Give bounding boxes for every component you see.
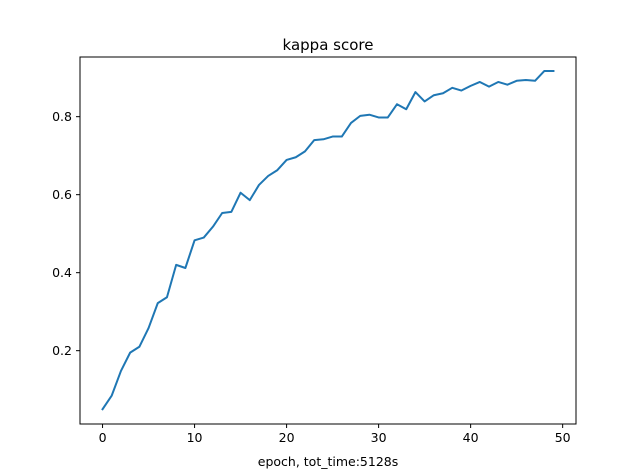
y-tick-label: 0.4 xyxy=(52,265,72,280)
y-tick-label: 0.6 xyxy=(52,187,72,202)
x-tick-label: 40 xyxy=(463,430,479,445)
x-tick-label: 50 xyxy=(555,430,571,445)
chart-title: kappa score xyxy=(283,36,374,54)
x-tick-label: 20 xyxy=(279,430,295,445)
x-tick-label: 0 xyxy=(99,430,107,445)
x-tick-label: 30 xyxy=(371,430,387,445)
series-layer xyxy=(101,70,555,411)
x-tick-label: 10 xyxy=(187,430,203,445)
x-axis-ticks: 0 10 20 30 40 50 xyxy=(99,424,571,445)
plot-frame xyxy=(79,56,577,425)
plot-background xyxy=(80,57,576,424)
y-tick-label: 0.8 xyxy=(52,109,72,124)
y-tick-label: 0.2 xyxy=(52,343,72,358)
series-line-0 xyxy=(101,70,555,411)
y-axis-ticks: 0.2 0.4 0.6 0.8 xyxy=(52,109,80,358)
x-axis-label: epoch, tot_time:5128s xyxy=(258,454,399,469)
